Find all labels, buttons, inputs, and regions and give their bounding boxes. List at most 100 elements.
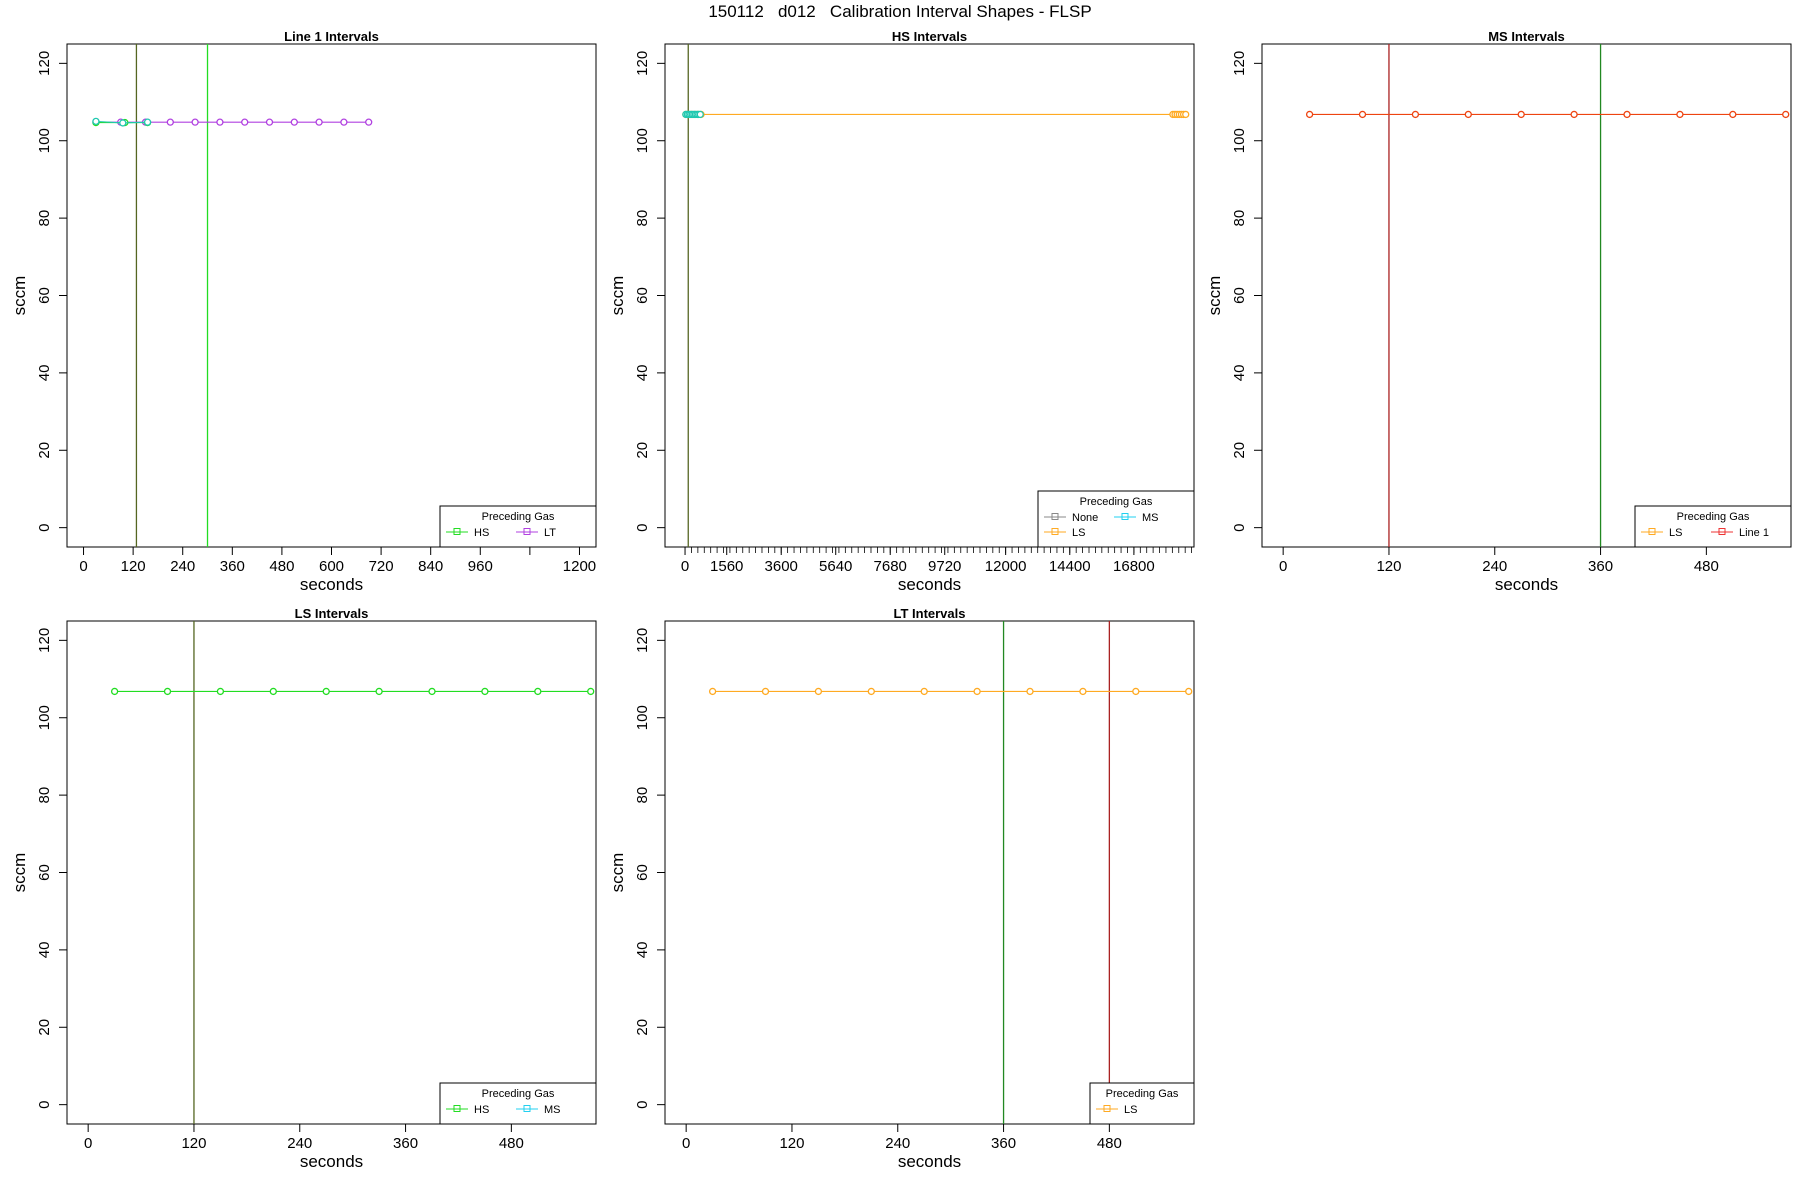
data-point — [1358, 110, 1367, 119]
figure-title: 150112 d012 Calibration Interval Shapes … — [708, 2, 1092, 21]
legend-swatch-marker — [453, 528, 461, 535]
data-point — [163, 687, 172, 696]
data-point — [110, 687, 119, 696]
legend-title: Preceding Gas — [482, 1088, 555, 1100]
y-tick-label: 120 — [36, 51, 53, 76]
x-tick-label: 120 — [1376, 558, 1401, 575]
x-tick-label: 0 — [84, 1135, 92, 1152]
data-point — [1729, 110, 1737, 119]
x-axis-label: seconds — [1495, 575, 1558, 594]
chart-title: Line 1 Intervals — [284, 29, 379, 44]
chart-lt-intervals: LT Intervals 0 120 240 360 480 0 20 40 60 80 100 120… — [608, 606, 1195, 1171]
x-tick-label: 120 — [181, 1135, 206, 1152]
data-point — [696, 110, 704, 119]
x-tick-label: 9720 — [928, 558, 961, 575]
x-tick-label: 0 — [79, 558, 87, 575]
data-point — [920, 687, 928, 696]
legend-entry-ls: LS — [1072, 527, 1085, 539]
data-point — [322, 687, 330, 696]
x-axis-label: seconds — [898, 1152, 961, 1171]
data-point — [587, 687, 595, 696]
legend-swatch-marker — [1051, 528, 1059, 535]
plot-frame — [664, 620, 1195, 1125]
legend: Preceding Gas HS MS — [439, 1082, 597, 1125]
data-point — [216, 118, 224, 126]
y-tick-label: 100 — [1231, 128, 1248, 153]
plot-frame — [1261, 43, 1792, 548]
chart-title: LS Intervals — [295, 606, 369, 621]
x-tick-label: 120 — [121, 558, 146, 575]
x-tick-label: 0 — [682, 1135, 690, 1152]
data-point — [1132, 687, 1140, 696]
y-tick-label: 100 — [36, 128, 53, 153]
data-point — [428, 687, 436, 696]
x-tick-label: 1560 — [710, 558, 743, 575]
data-point — [365, 118, 373, 126]
legend-swatch-marker — [1648, 528, 1656, 535]
y-axis-label: sccm — [10, 276, 29, 316]
legend-swatch-marker — [523, 528, 531, 535]
x-tick-label: 720 — [369, 558, 394, 575]
y-tick-label: 0 — [36, 1100, 53, 1108]
x-tick-label: 7680 — [874, 558, 907, 575]
y-tick-label: 40 — [36, 942, 53, 959]
legend-box — [1037, 490, 1195, 548]
x-tick-label: 360 — [1588, 558, 1613, 575]
x-tick-label: 840 — [418, 558, 443, 575]
data-point — [340, 118, 348, 126]
data-point — [241, 118, 249, 126]
y-tick-label: 100 — [36, 705, 53, 730]
legend-entry-hs: HS — [474, 527, 489, 539]
legend-entry-hs: HS — [474, 1104, 489, 1116]
data-point — [269, 687, 277, 696]
chart-title: LT Intervals — [893, 606, 965, 621]
data-point — [867, 687, 875, 696]
data-point — [1623, 110, 1631, 119]
data-point — [481, 687, 489, 696]
y-tick-label: 120 — [1231, 51, 1248, 76]
x-tick-label: 14400 — [1049, 558, 1091, 575]
y-tick-label: 40 — [1231, 365, 1248, 382]
data-point — [1782, 110, 1790, 119]
plot-frame — [66, 620, 597, 1125]
data-point — [1676, 110, 1684, 119]
x-tick-label: 240 — [885, 1135, 910, 1152]
legend-swatch-marker — [453, 1105, 461, 1112]
plot-frame — [664, 43, 1195, 548]
legend-box — [439, 1082, 597, 1125]
y-tick-label: 0 — [1231, 523, 1248, 531]
y-tick-label: 120 — [36, 628, 53, 653]
y-tick-label: 80 — [634, 787, 651, 804]
data-point — [814, 687, 823, 696]
y-tick-label: 60 — [36, 287, 53, 304]
x-tick-label: 5640 — [819, 558, 852, 575]
x-tick-label: 480 — [1694, 558, 1719, 575]
y-tick-label: 40 — [36, 365, 53, 382]
x-axis-label: seconds — [300, 575, 363, 594]
legend-box — [439, 505, 597, 548]
y-tick-label: 60 — [634, 287, 651, 304]
legend: Preceding Gas LS Line 1 — [1634, 505, 1792, 548]
legend: Preceding Gas None MS LS — [1037, 490, 1195, 548]
y-tick-label: 80 — [36, 210, 53, 227]
data-point — [191, 118, 199, 126]
y-axis-label: sccm — [608, 276, 627, 316]
y-tick-label: 120 — [634, 628, 651, 653]
x-tick-label: 360 — [991, 1135, 1016, 1152]
data-point — [119, 119, 127, 127]
x-tick-label: 16800 — [1113, 558, 1155, 575]
data-point — [290, 118, 298, 126]
x-tick-label: 240 — [1482, 558, 1507, 575]
data-point — [166, 118, 174, 126]
y-tick-label: 60 — [634, 864, 651, 881]
data-point — [315, 118, 323, 126]
x-tick-label: 1200 — [563, 558, 596, 575]
y-tick-label: 40 — [634, 365, 651, 382]
legend-swatch-marker — [523, 1105, 531, 1112]
chart-title: HS Intervals — [892, 29, 967, 44]
data-point — [534, 687, 542, 696]
legend-title: Preceding Gas — [482, 511, 555, 523]
chart-hs-intervals: HS Intervals 0 1560 3600 5640 7680 9720 12000 14… — [608, 29, 1195, 594]
x-axis-label: seconds — [898, 575, 961, 594]
